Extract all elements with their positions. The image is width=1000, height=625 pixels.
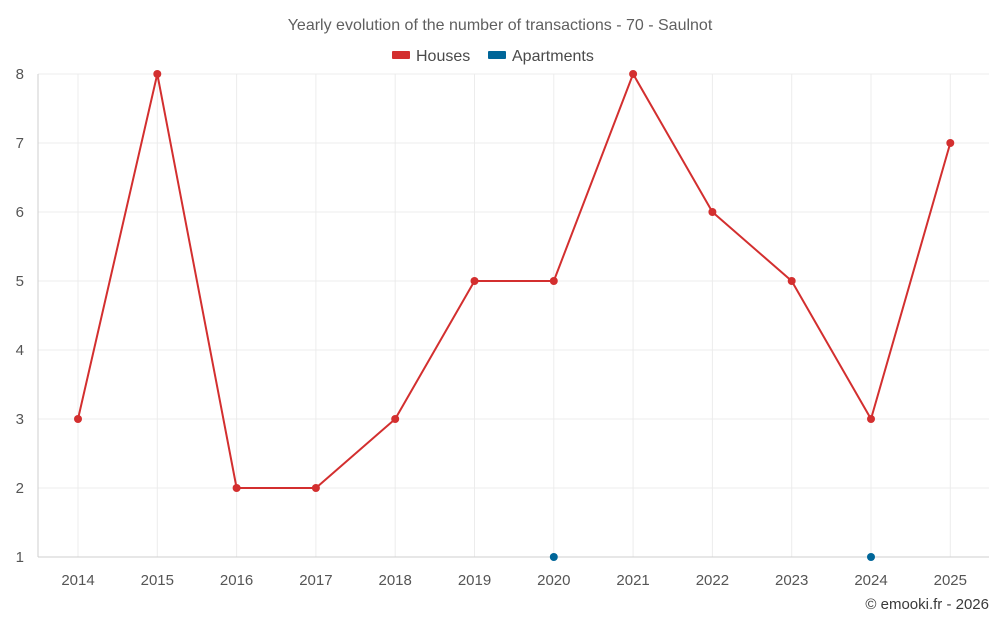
legend: Houses Apartments	[392, 48, 594, 65]
legend-swatch-apartments	[488, 51, 506, 59]
y-tick-label-3: 3	[16, 411, 24, 428]
x-tick-label-2017: 2017	[299, 572, 332, 589]
y-tick-label-2: 2	[16, 480, 24, 497]
point-houses-2018	[391, 415, 400, 423]
point-houses-2024	[867, 415, 875, 423]
y-tick-label-6: 6	[16, 204, 24, 221]
point-houses-2016	[232, 484, 241, 492]
x-tick-label-2021: 2021	[616, 572, 649, 589]
x-tick-label-2015: 2015	[141, 572, 174, 589]
x-tick-label-2025: 2025	[934, 572, 967, 589]
y-tick-label-5: 5	[16, 273, 24, 290]
legend-item-apartments[interactable]: Apartments	[488, 48, 594, 65]
x-tick-label-2016: 2016	[220, 572, 253, 589]
x-tick-label-2019: 2019	[458, 572, 491, 589]
x-tick-label-2024: 2024	[854, 572, 887, 589]
x-tick-label-2023: 2023	[775, 572, 808, 589]
y-tick-label-8: 8	[16, 66, 24, 83]
y-tick-label-7: 7	[16, 135, 24, 152]
x-tick-label-2020: 2020	[537, 572, 570, 589]
point-houses-2020	[549, 277, 558, 285]
point-houses-2021	[629, 70, 638, 78]
point-houses-2019	[470, 277, 479, 285]
x-tick-label-2014: 2014	[61, 572, 94, 589]
legend-item-houses[interactable]: Houses	[392, 48, 470, 65]
point-houses-2022	[708, 208, 717, 216]
point-houses-2014	[74, 415, 82, 423]
legend-swatch-houses	[392, 51, 410, 59]
point-apartments-2020	[549, 553, 558, 561]
axes: 1 2 3 4 5 6 7 8 2014 2015 2016 2017 2018 2019 2020 2021…	[16, 66, 989, 589]
x-tick-label-2022: 2022	[696, 572, 729, 589]
x-tick-label-2018: 2018	[379, 572, 412, 589]
point-houses-2023	[787, 277, 796, 285]
grid	[38, 73, 989, 557]
point-houses-2017	[311, 484, 320, 492]
legend-label-apartments: Apartments	[512, 48, 594, 65]
point-houses-2025	[946, 139, 955, 147]
series-line-houses	[77, 73, 952, 489]
point-apartments-2024	[867, 553, 875, 561]
point-houses-2015	[153, 70, 162, 78]
chart-title: Yearly evolution of the number of transa…	[288, 17, 713, 34]
y-tick-label-1: 1	[16, 549, 24, 566]
credit-text: © emooki.fr - 2026	[865, 596, 989, 613]
legend-label-houses: Houses	[416, 48, 470, 65]
y-tick-label-4: 4	[16, 342, 24, 359]
series-layer	[74, 70, 955, 561]
